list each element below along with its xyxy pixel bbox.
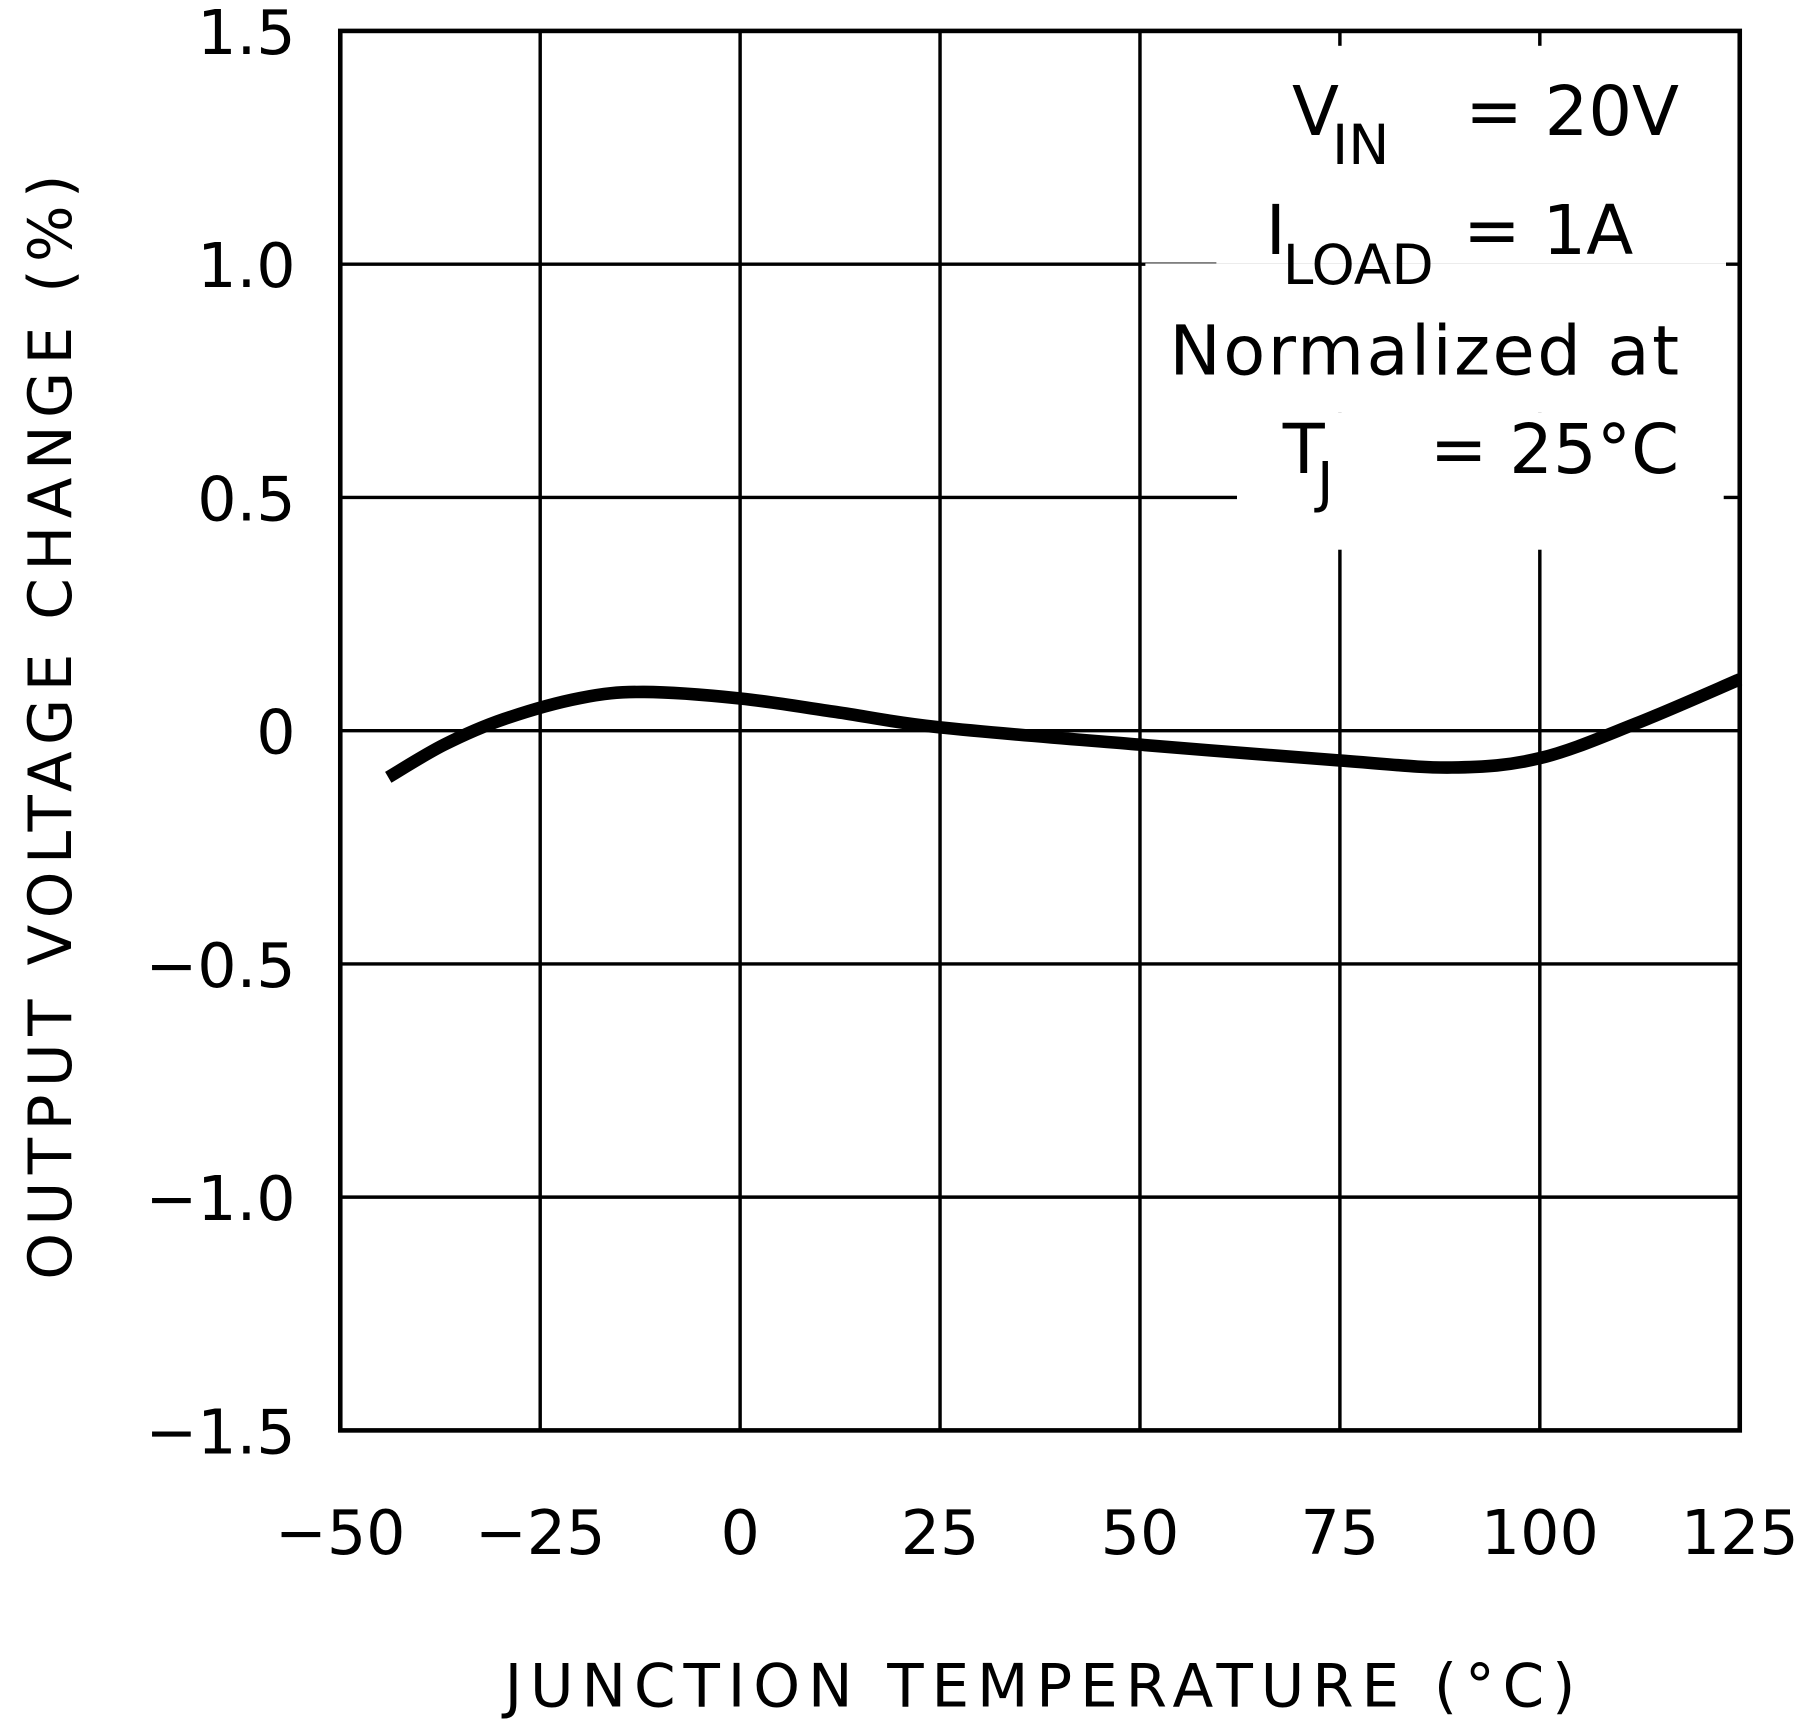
annotation-vin-value: = 20V [1465, 72, 1679, 152]
x-tick-label: −25 [475, 1497, 605, 1569]
y-tick-label: −1.0 [145, 1163, 295, 1235]
annotation-vin-label: V [1292, 72, 1339, 152]
annotation-iload-sub: LOAD [1283, 233, 1434, 297]
y-tick-label: 0.5 [197, 463, 295, 535]
y-tick-label: 0 [256, 697, 295, 769]
annotation-iload-value: = 1A [1463, 191, 1633, 271]
plot-frame [337, 28, 1743, 1433]
annotation-tj-value: = 25°C [1430, 410, 1679, 490]
x-tick-label: 75 [1301, 1497, 1380, 1569]
series-line [385, 673, 1743, 783]
annotation-normalized: Normalized at [1169, 311, 1679, 391]
y-axis-title: OUTPUT VOLTAGE CHANGE (%) [17, 175, 86, 1280]
x-tick-label: 100 [1481, 1497, 1599, 1569]
x-tick-label: −50 [275, 1497, 405, 1569]
annotation-tj-label: T [1282, 410, 1326, 490]
tick-labels: −50 −25 0 25 50 75 100 125 1.5 1.0 0.5 0 −0.5 −1.0 −1.… [145, 0, 1796, 1569]
x-tick-label: 50 [1101, 1497, 1180, 1569]
y-tick-label: 1.5 [197, 0, 295, 69]
y-tick-label: −1.5 [145, 1396, 295, 1468]
x-tick-label: 0 [720, 1497, 759, 1569]
annotation-iload-label: I [1266, 191, 1286, 271]
annotation: V IN = 20V I LOAD = 1A Normalized at T J… [1169, 72, 1679, 514]
y-tick-label: 1.0 [197, 230, 295, 302]
x-tick-label: 125 [1681, 1497, 1796, 1569]
annotation-vin-sub: IN [1332, 113, 1389, 177]
x-axis-title: JUNCTION TEMPERATURE (°C) [501, 1652, 1576, 1719]
y-tick-label: −0.5 [145, 930, 295, 1002]
annotation-background [1145, 45, 1727, 550]
annotation-tj-sub: J [1314, 451, 1333, 515]
x-tick-label: 25 [901, 1497, 980, 1569]
